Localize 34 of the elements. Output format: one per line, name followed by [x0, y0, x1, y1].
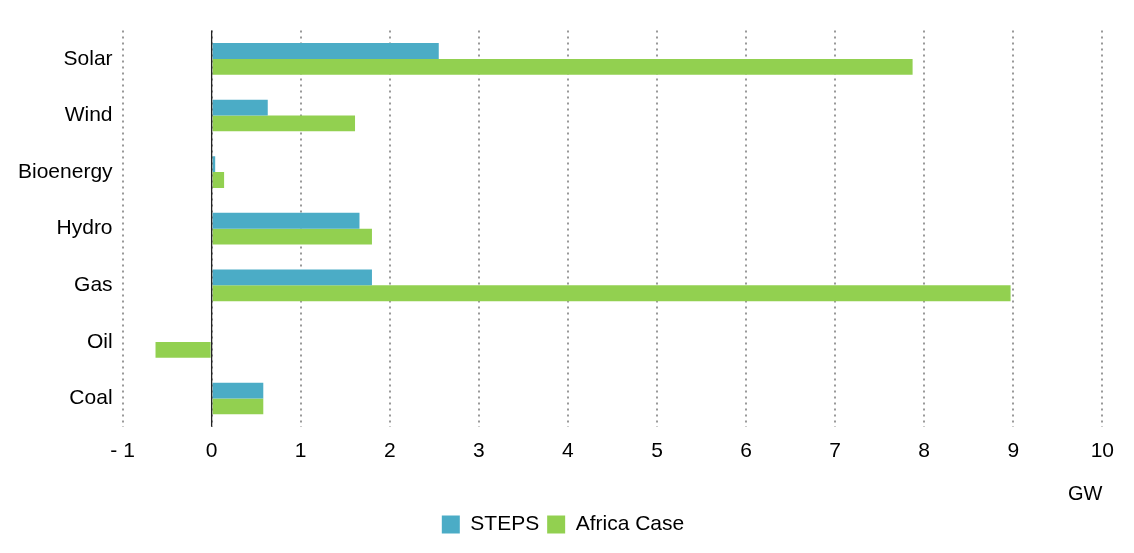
x-tick-label: 4: [562, 438, 575, 462]
y-tick-label: Hydro: [56, 215, 113, 239]
y-tick-label: Wind: [64, 102, 113, 126]
x-tick-label: 0: [205, 438, 218, 462]
y-tick-label: Coal: [69, 385, 113, 409]
y-tick-label: Oil: [86, 328, 113, 352]
x-tick-label: 8: [918, 438, 931, 462]
x-tick-label: 1: [294, 438, 307, 462]
x-tick-label: 10: [1090, 438, 1114, 462]
x-tick-label: 3: [472, 438, 485, 462]
bar: [155, 341, 211, 358]
bar: [212, 228, 372, 245]
x-axis-title: GW: [1067, 481, 1103, 504]
x-tick-label: 7: [829, 438, 841, 462]
legend-label: STEPS: [470, 511, 540, 535]
y-tick-label: Gas: [74, 272, 113, 296]
x-tick-label: 2: [383, 438, 396, 462]
bar: [212, 285, 1011, 302]
y-tick-label: Bioenergy: [18, 158, 114, 182]
bar: [212, 269, 372, 286]
x-tick-label: 6: [740, 438, 752, 462]
bar: [212, 99, 268, 116]
y-tick-label: Solar: [63, 45, 113, 69]
bar: [212, 398, 264, 415]
x-tick-label: 9: [1007, 438, 1020, 462]
bar: [212, 43, 439, 59]
bar: [212, 172, 225, 188]
bar: [212, 212, 360, 229]
bar: [212, 58, 913, 75]
x-tick-label: - 1: [110, 438, 135, 462]
bar: [212, 115, 356, 132]
legend-label: Africa Case: [575, 511, 685, 535]
x-tick-label: 5: [651, 438, 663, 462]
bar: [212, 382, 264, 399]
